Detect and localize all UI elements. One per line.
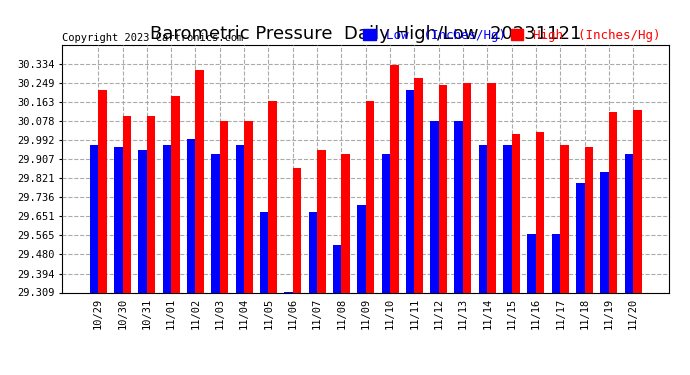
- Bar: [171, 96, 179, 375]
- Bar: [536, 132, 544, 375]
- Bar: [308, 212, 317, 375]
- Bar: [138, 150, 147, 375]
- Bar: [98, 90, 107, 375]
- Bar: [211, 154, 220, 375]
- Bar: [382, 154, 390, 375]
- Bar: [479, 145, 487, 375]
- Bar: [284, 292, 293, 375]
- Bar: [90, 145, 98, 375]
- Title: Barometric Pressure  Daily High/Low  20231121: Barometric Pressure Daily High/Low 20231…: [150, 26, 582, 44]
- Bar: [195, 69, 204, 375]
- Bar: [357, 206, 366, 375]
- Bar: [333, 246, 342, 375]
- Text: Copyright 2023 Cartronics.com: Copyright 2023 Cartronics.com: [62, 33, 244, 42]
- Bar: [552, 234, 560, 375]
- Bar: [390, 65, 399, 375]
- Bar: [406, 90, 414, 375]
- Bar: [414, 78, 423, 375]
- Bar: [317, 150, 326, 375]
- Bar: [455, 121, 463, 375]
- Bar: [220, 121, 228, 375]
- Bar: [527, 234, 536, 375]
- Bar: [268, 101, 277, 375]
- Bar: [600, 172, 609, 375]
- Bar: [244, 121, 253, 375]
- Bar: [463, 83, 471, 375]
- Bar: [511, 134, 520, 375]
- Bar: [260, 212, 268, 375]
- Bar: [560, 145, 569, 375]
- Bar: [147, 116, 155, 375]
- Bar: [342, 154, 350, 375]
- Bar: [439, 85, 447, 375]
- Bar: [293, 168, 302, 375]
- Bar: [633, 110, 642, 375]
- Bar: [576, 183, 584, 375]
- Bar: [430, 121, 439, 375]
- Bar: [624, 154, 633, 375]
- Legend: Low  (Inches/Hg), High  (Inches/Hg): Low (Inches/Hg), High (Inches/Hg): [361, 27, 663, 45]
- Bar: [187, 139, 195, 375]
- Bar: [123, 116, 131, 375]
- Bar: [609, 112, 618, 375]
- Bar: [163, 145, 171, 375]
- Bar: [584, 147, 593, 375]
- Bar: [487, 83, 496, 375]
- Bar: [235, 145, 244, 375]
- Bar: [366, 101, 374, 375]
- Bar: [114, 147, 123, 375]
- Bar: [503, 145, 511, 375]
